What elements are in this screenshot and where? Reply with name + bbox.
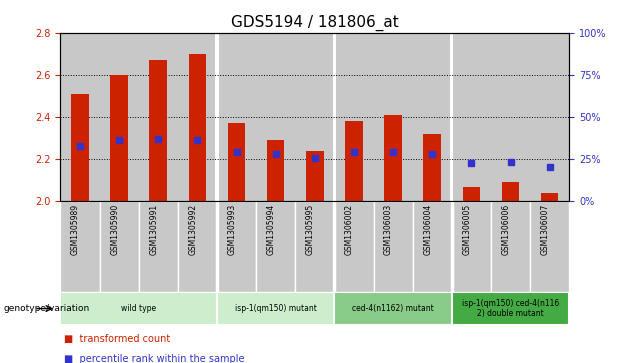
Text: GSM1305993: GSM1305993 <box>228 204 237 256</box>
Bar <box>267 140 284 201</box>
Bar <box>256 33 295 201</box>
Text: ced-4(n1162) mutant: ced-4(n1162) mutant <box>352 304 434 313</box>
Text: GSM1306006: GSM1306006 <box>502 204 511 256</box>
Text: GSM1305989: GSM1305989 <box>71 204 80 255</box>
Bar <box>424 134 441 201</box>
Bar <box>491 201 530 292</box>
Bar <box>373 201 413 292</box>
Bar <box>295 33 335 201</box>
Bar <box>110 75 128 201</box>
Bar <box>149 60 167 201</box>
Bar <box>345 121 363 201</box>
Bar <box>452 292 569 325</box>
Text: ■  percentile rank within the sample: ■ percentile rank within the sample <box>64 354 244 363</box>
Text: GSM1305994: GSM1305994 <box>266 204 275 256</box>
Bar <box>100 201 139 292</box>
Bar <box>491 33 530 201</box>
Bar <box>217 201 256 292</box>
Text: GSM1305990: GSM1305990 <box>110 204 119 256</box>
Bar <box>502 183 520 201</box>
Bar <box>335 292 452 325</box>
Bar <box>178 201 217 292</box>
Bar <box>384 115 402 201</box>
Text: GSM1305991: GSM1305991 <box>149 204 158 255</box>
Text: GSM1306003: GSM1306003 <box>384 204 393 256</box>
Bar <box>541 193 558 201</box>
Bar <box>256 201 295 292</box>
Bar <box>295 201 335 292</box>
Bar <box>373 33 413 201</box>
Bar <box>462 187 480 201</box>
Bar <box>60 201 100 292</box>
Bar <box>139 33 178 201</box>
Bar <box>530 201 569 292</box>
Bar <box>178 33 217 201</box>
Bar <box>413 201 452 292</box>
Bar <box>217 33 256 201</box>
Bar <box>335 201 373 292</box>
Text: GSM1306005: GSM1306005 <box>462 204 471 256</box>
Bar <box>452 33 491 201</box>
Text: ■  transformed count: ■ transformed count <box>64 334 170 344</box>
Text: genotype/variation: genotype/variation <box>3 304 90 313</box>
Bar <box>189 54 206 201</box>
Bar <box>333 33 336 201</box>
Bar <box>228 123 245 201</box>
Text: isp-1(qm150) ced-4(n116
2) double mutant: isp-1(qm150) ced-4(n116 2) double mutant <box>462 299 559 318</box>
Bar <box>450 33 453 201</box>
Bar <box>216 33 219 201</box>
Bar <box>71 94 89 201</box>
Title: GDS5194 / 181806_at: GDS5194 / 181806_at <box>231 15 399 31</box>
Text: GSM1306007: GSM1306007 <box>541 204 550 256</box>
Bar <box>139 201 178 292</box>
Bar <box>60 33 100 201</box>
Bar <box>530 33 569 201</box>
Bar <box>60 292 217 325</box>
Bar <box>452 201 491 292</box>
Text: isp-1(qm150) mutant: isp-1(qm150) mutant <box>235 304 317 313</box>
Text: GSM1306004: GSM1306004 <box>423 204 432 256</box>
Bar <box>335 33 373 201</box>
Bar <box>217 292 335 325</box>
Text: GSM1305995: GSM1305995 <box>306 204 315 256</box>
Bar <box>100 33 139 201</box>
Bar <box>306 151 324 201</box>
Text: wild type: wild type <box>121 304 156 313</box>
Bar <box>413 33 452 201</box>
Text: GSM1305992: GSM1305992 <box>188 204 197 255</box>
Text: GSM1306002: GSM1306002 <box>345 204 354 255</box>
